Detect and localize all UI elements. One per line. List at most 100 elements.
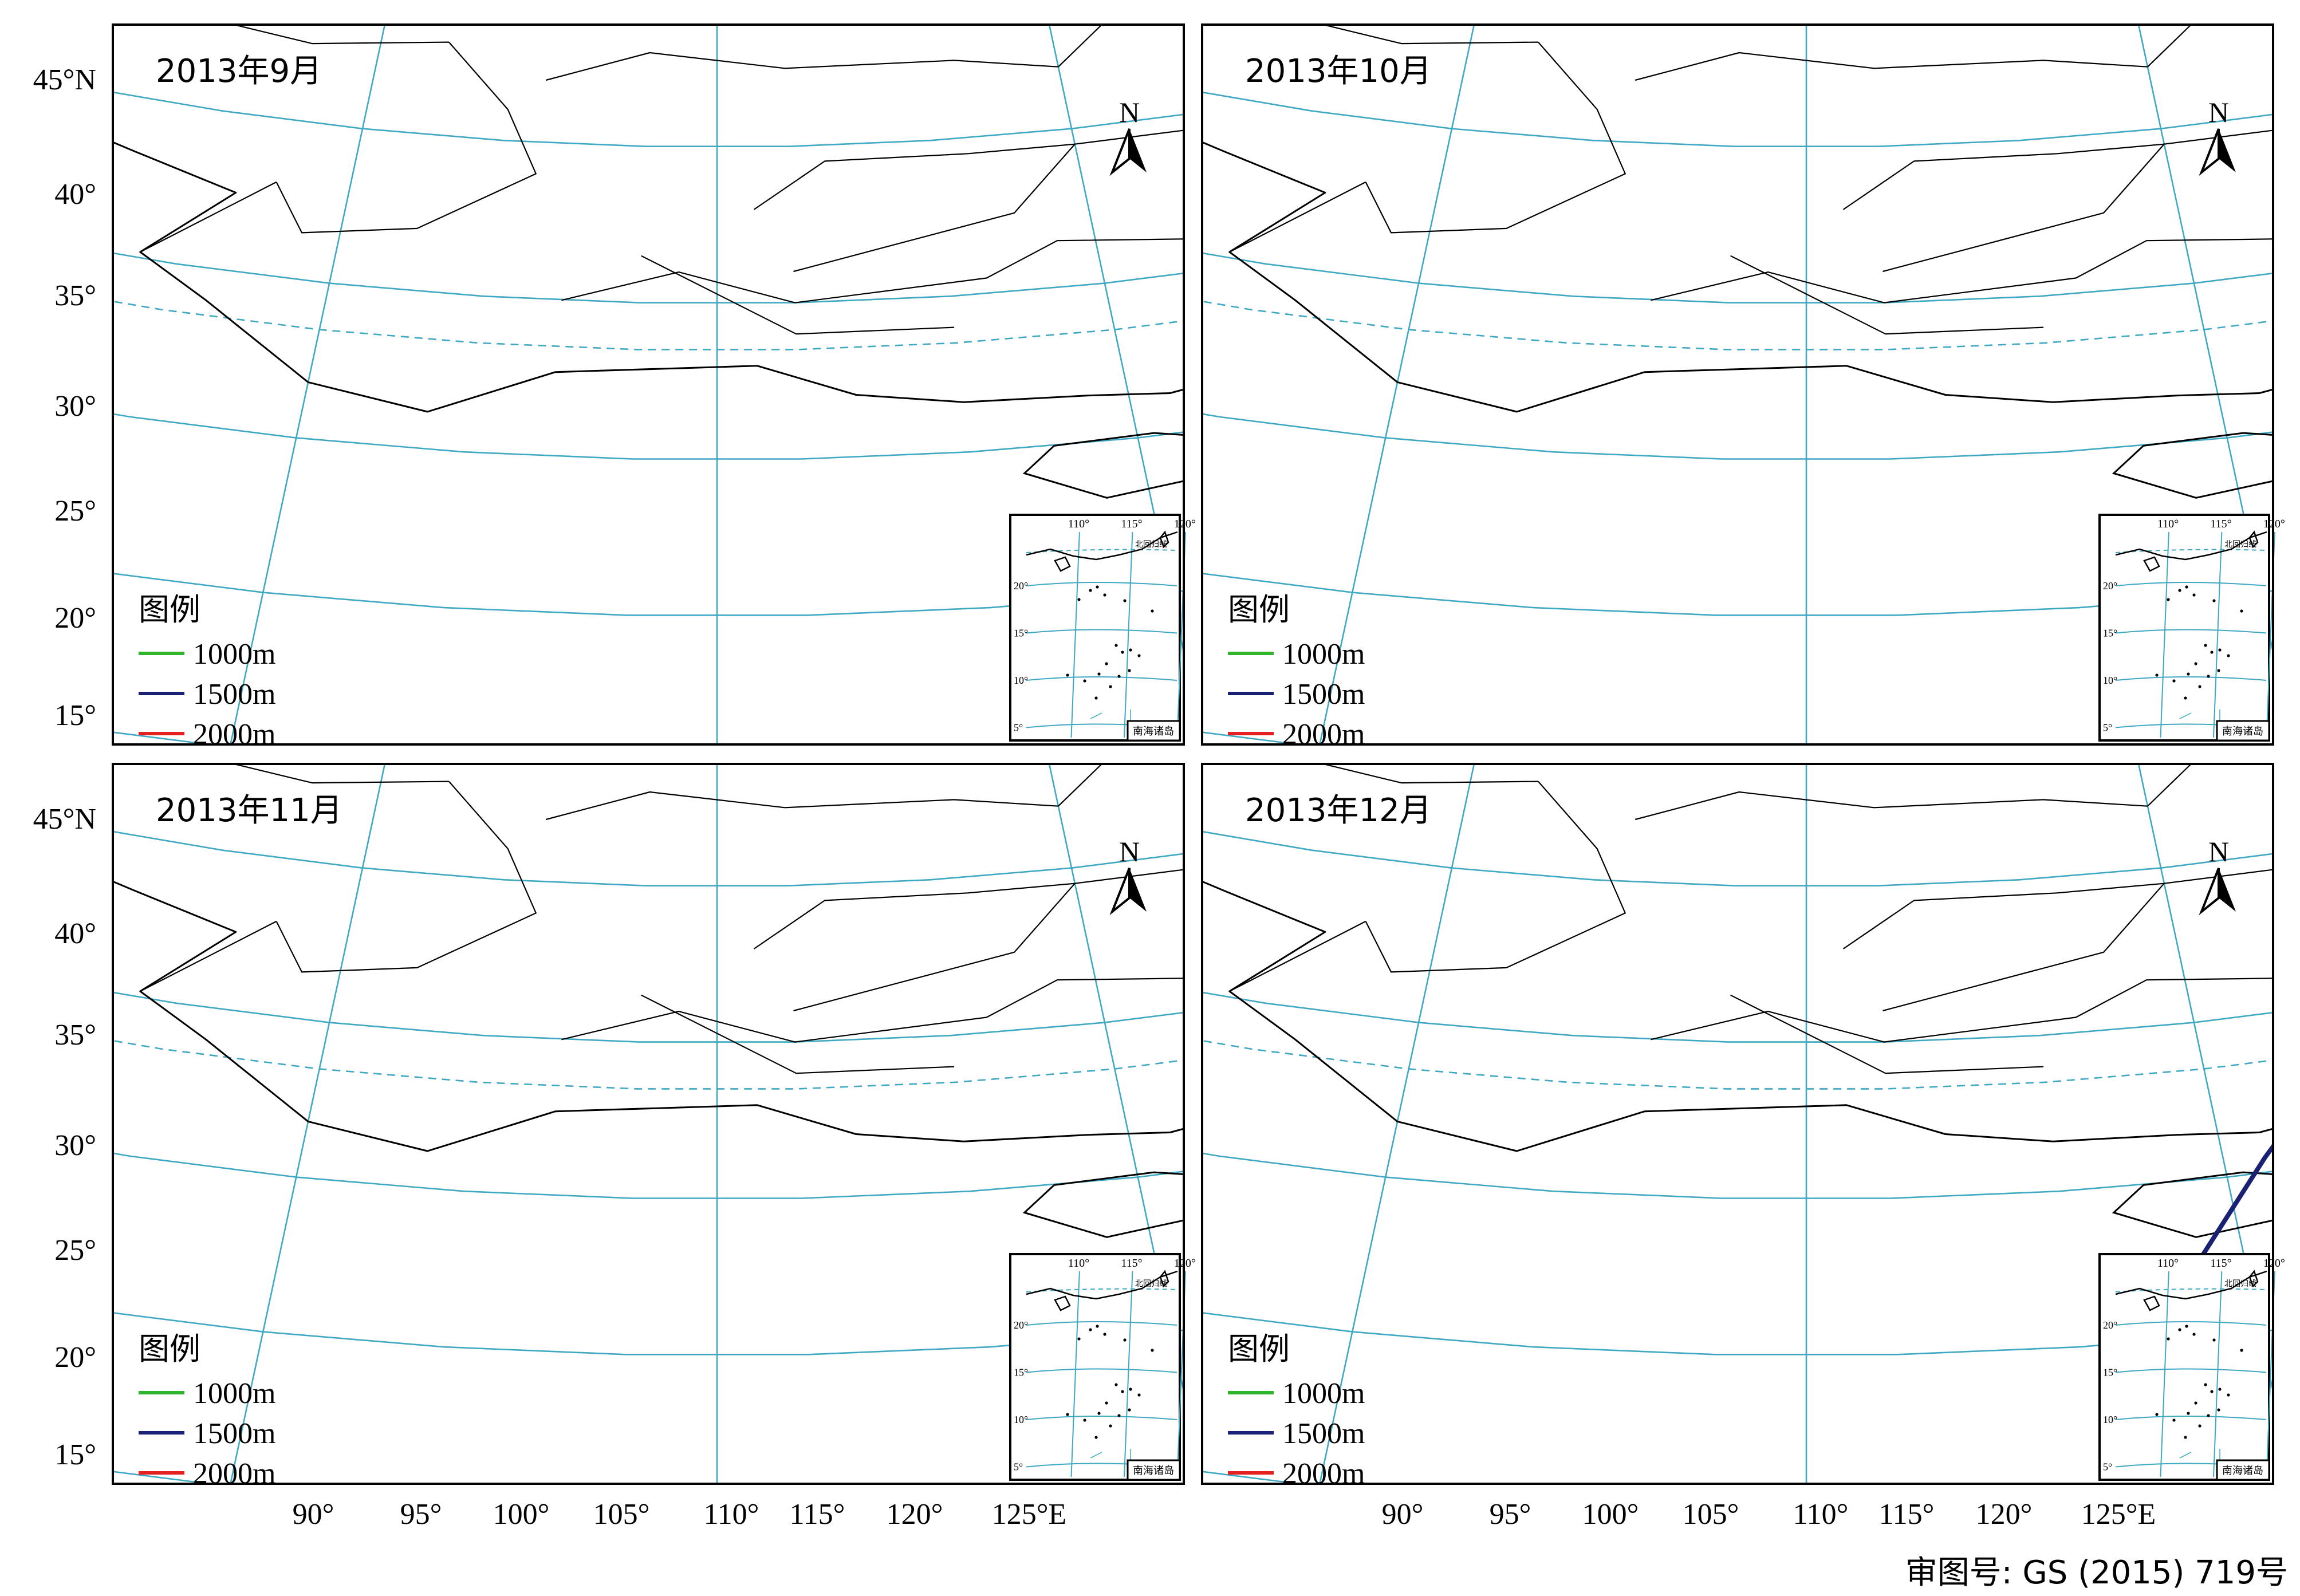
province-line — [188, 559, 782, 730]
meridian-100 — [230, 764, 386, 1484]
province-line — [1871, 0, 2188, 1]
meridian-80 — [0, 0, 975, 1018]
north-arrow-icon — [1129, 868, 1147, 912]
inset-island-dot — [2227, 1393, 2230, 1397]
province-line — [1594, 14, 1745, 197]
longitude-label: 100° — [1582, 1498, 1639, 1531]
north-label: N — [2208, 96, 2229, 128]
province-line — [231, 25, 449, 45]
longitude-label: 115° — [1879, 1498, 1935, 1531]
latitude-label: 45°N — [33, 64, 96, 96]
parallel-40 — [0, 0, 2300, 573]
legend-title: 图例 — [1228, 592, 1290, 628]
inset-lon-label: 110° — [2157, 1257, 2179, 1270]
inset-lat-label: 5° — [1014, 1461, 1023, 1473]
inset-island-dot — [1123, 599, 1127, 602]
province-line — [1074, 869, 1184, 884]
legend-label-1000m: 1000m — [193, 1377, 275, 1410]
inset-island-dot — [2204, 644, 2207, 647]
inset-island-dot — [1077, 1337, 1081, 1341]
inset-lat-label: 10° — [2103, 1414, 2117, 1425]
latitude-label: 20° — [54, 1341, 96, 1374]
parallel-30 — [1202, 91, 2273, 147]
inset-island-dot — [1083, 1418, 1086, 1422]
inset-island-dot — [2192, 1333, 2196, 1336]
inset-island-dot — [2184, 696, 2187, 700]
province-line — [2164, 129, 2273, 145]
latitude-label: 35° — [54, 1019, 96, 1051]
inset-coastline — [1026, 531, 1178, 561]
inset-lat-label: 5° — [2103, 722, 2112, 734]
legend-title: 图例 — [139, 1331, 200, 1367]
longitude-label: 120° — [1976, 1498, 2033, 1531]
inset-taiwan — [2248, 1270, 2259, 1288]
island-dot — [1361, 1258, 1364, 1261]
inset-lon-label: 115° — [1121, 518, 1142, 530]
inset-meridian — [2213, 1271, 2223, 1477]
province-line — [1651, 978, 2273, 1043]
inset-lat-label: 10° — [1014, 1414, 1028, 1425]
inset-island-dot — [1137, 654, 1141, 657]
inset-meridian — [1124, 531, 1133, 738]
inset-island-dot — [1096, 1325, 1099, 1328]
tropic-of-cancer — [1202, 300, 2273, 350]
province-line — [1842, 143, 2165, 273]
inset-island-dot — [2184, 1436, 2187, 1439]
inset-island-dot — [1121, 1390, 1124, 1393]
inset-island-dot — [1066, 673, 1069, 677]
inset-tropic — [2115, 1288, 2267, 1292]
province-line — [275, 781, 537, 973]
legend-label-1000m: 1000m — [1282, 638, 1365, 671]
inset-island-dot — [1097, 672, 1101, 676]
inset-island-dot — [2192, 593, 2196, 597]
inset-island-dot — [1094, 1436, 1098, 1439]
island-dot — [1818, 1377, 1821, 1380]
inset-taiwan — [1159, 1270, 1169, 1288]
province-line — [566, 156, 1321, 466]
inset-lon-label: 110° — [1068, 1257, 1089, 1270]
inset-lat-label: 15° — [2103, 1367, 2117, 1378]
north-label: N — [1119, 96, 1140, 128]
province-line — [641, 255, 955, 335]
meridian-65 — [0, 0, 667, 122]
island-dot — [1361, 518, 1364, 522]
province-line — [641, 994, 955, 1074]
inset-lat-label: 20° — [1014, 1319, 1028, 1331]
island-dot — [1850, 455, 1854, 458]
parallel-25 — [1202, 252, 2273, 304]
island-dot — [1850, 1194, 1854, 1197]
province-line — [545, 791, 1058, 821]
latitude-label: 45°N — [33, 803, 96, 836]
inset-island-dot — [1117, 1414, 1121, 1417]
inset-parallel — [2115, 1368, 2267, 1373]
meridian-140 — [1777, 0, 2300, 451]
inset-island-dot — [2185, 1325, 2188, 1328]
inset-island-dot — [2194, 662, 2197, 665]
island-hainan — [1022, 1171, 1184, 1238]
legend-title: 图例 — [139, 592, 200, 628]
inset-coastline — [2115, 531, 2267, 561]
province-line — [1243, 466, 1467, 555]
province-line — [656, 587, 898, 651]
legend-label-1000m: 1000m — [193, 638, 275, 671]
longitude-label: 125°E — [992, 1498, 1067, 1531]
inset-tropic-label: 北回归线 — [1135, 539, 1167, 549]
province-line — [1730, 994, 2044, 1074]
meridian-75 — [0, 0, 850, 12]
inset-island-dot — [2172, 679, 2176, 683]
inset-island-dot — [1077, 598, 1081, 601]
island-hainan — [2112, 1171, 2273, 1238]
inset-tropic — [2115, 549, 2267, 553]
meridian-85 — [0, 0, 29, 506]
inset-hainan — [1054, 556, 1071, 572]
country-outline — [1202, 880, 2273, 1152]
inset-island-dot — [2187, 672, 2190, 676]
inset-island-dot — [2185, 585, 2188, 589]
province-line — [782, 0, 1098, 1]
inset-island-dot — [1117, 675, 1121, 678]
tropic-of-cancer — [113, 1039, 1184, 1090]
longitude-label: 115° — [790, 1498, 845, 1531]
province-line — [1433, 342, 1773, 444]
